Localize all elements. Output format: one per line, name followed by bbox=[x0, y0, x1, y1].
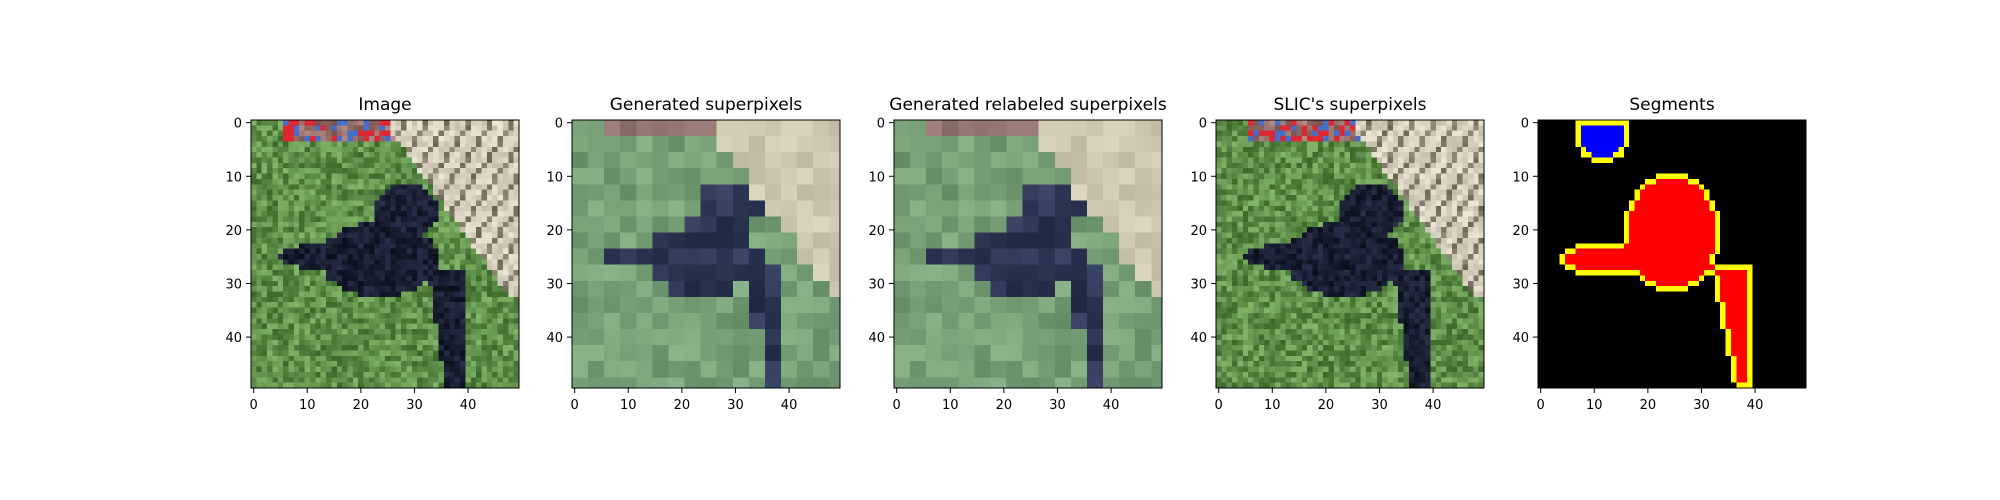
panel-generated-superpixels: Generated superpixels 0 10 20 30 40 0 10 20 30 40 bbox=[546, 95, 841, 413]
x-tick-label: 30 bbox=[727, 398, 744, 413]
x-tick-label: 0 bbox=[250, 398, 258, 413]
axes-frame bbox=[1215, 119, 1485, 389]
panel-title: Segments bbox=[1629, 95, 1715, 115]
image-pixels bbox=[1216, 120, 1485, 389]
panel-generated-relabeled-superpixels: Generated relabeled superpixels 0 10 20 30 4… bbox=[868, 95, 1166, 413]
x-tick-label: 0 bbox=[1215, 398, 1223, 413]
image-pixels bbox=[1538, 120, 1807, 389]
image-pixels bbox=[251, 120, 520, 389]
x-tick-label: 20 bbox=[674, 398, 691, 413]
image-pixels bbox=[572, 120, 841, 389]
axes-frame bbox=[250, 119, 520, 389]
x-tick-label: 30 bbox=[1693, 398, 1710, 413]
y-tick-label: 20 bbox=[1190, 224, 1207, 239]
y-tick-label: 40 bbox=[868, 331, 885, 346]
x-tick-label: 10 bbox=[1264, 398, 1281, 413]
x-tick-label: 0 bbox=[1537, 398, 1545, 413]
x-tick-label: 30 bbox=[1371, 398, 1388, 413]
x-tick-label: 20 bbox=[1318, 398, 1335, 413]
x-tick-label: 40 bbox=[1747, 398, 1764, 413]
y-tick-label: 40 bbox=[1190, 331, 1207, 346]
y-tick-label: 10 bbox=[1512, 170, 1529, 185]
x-tick-label: 10 bbox=[1586, 398, 1603, 413]
y-tick-label: 0 bbox=[234, 117, 242, 132]
x-tick-label: 10 bbox=[942, 398, 959, 413]
x-tick-label: 20 bbox=[996, 398, 1013, 413]
y-tick-label: 30 bbox=[868, 277, 885, 292]
axes-frame bbox=[893, 119, 1163, 389]
panel-title: SLIC's superpixels bbox=[1273, 95, 1426, 115]
y-tick-label: 30 bbox=[546, 277, 563, 292]
y-tick-label: 40 bbox=[225, 331, 242, 346]
x-tick-label: 40 bbox=[1103, 398, 1120, 413]
y-tick-label: 10 bbox=[868, 170, 885, 185]
x-tick-label: 40 bbox=[460, 398, 477, 413]
x-tick-label: 30 bbox=[1049, 398, 1066, 413]
y-tick-label: 30 bbox=[1512, 277, 1529, 292]
y-tick-label: 0 bbox=[1199, 117, 1207, 132]
y-tick-label: 20 bbox=[546, 224, 563, 239]
y-tick-label: 0 bbox=[1521, 117, 1529, 132]
y-tick-label: 10 bbox=[225, 170, 242, 185]
axes-frame bbox=[1537, 119, 1807, 389]
axes-frame bbox=[571, 119, 841, 389]
y-tick-label: 40 bbox=[1512, 331, 1529, 346]
x-tick-label: 0 bbox=[893, 398, 901, 413]
x-tick-label: 30 bbox=[406, 398, 423, 413]
y-tick-label: 20 bbox=[225, 224, 242, 239]
panel-title: Image bbox=[358, 95, 411, 115]
y-tick-label: 30 bbox=[1190, 277, 1207, 292]
x-tick-label: 40 bbox=[781, 398, 798, 413]
x-tick-label: 20 bbox=[353, 398, 370, 413]
y-tick-label: 0 bbox=[877, 117, 885, 132]
y-tick-label: 20 bbox=[1512, 224, 1529, 239]
y-tick-label: 10 bbox=[1190, 170, 1207, 185]
x-tick-label: 40 bbox=[1425, 398, 1442, 413]
x-tick-label: 20 bbox=[1640, 398, 1657, 413]
y-tick-label: 30 bbox=[225, 277, 242, 292]
y-tick-label: 10 bbox=[546, 170, 563, 185]
x-tick-label: 10 bbox=[299, 398, 316, 413]
panel-image: Image 0 10 20 30 40 0 10 20 30 40 bbox=[225, 95, 520, 413]
panel-title: Generated relabeled superpixels bbox=[889, 95, 1167, 115]
x-tick-label: 10 bbox=[620, 398, 637, 413]
y-tick-label: 20 bbox=[868, 224, 885, 239]
panel-segments: Segments 0 10 20 30 40 0 10 20 30 40 bbox=[1512, 95, 1807, 413]
panel-slic-superpixels: SLIC's superpixels 0 10 20 30 40 0 10 20 30 40 bbox=[1190, 95, 1485, 413]
y-tick-label: 0 bbox=[555, 117, 563, 132]
image-pixels bbox=[894, 120, 1163, 389]
panel-title: Generated superpixels bbox=[610, 95, 803, 115]
y-tick-label: 40 bbox=[546, 331, 563, 346]
x-tick-label: 0 bbox=[571, 398, 579, 413]
